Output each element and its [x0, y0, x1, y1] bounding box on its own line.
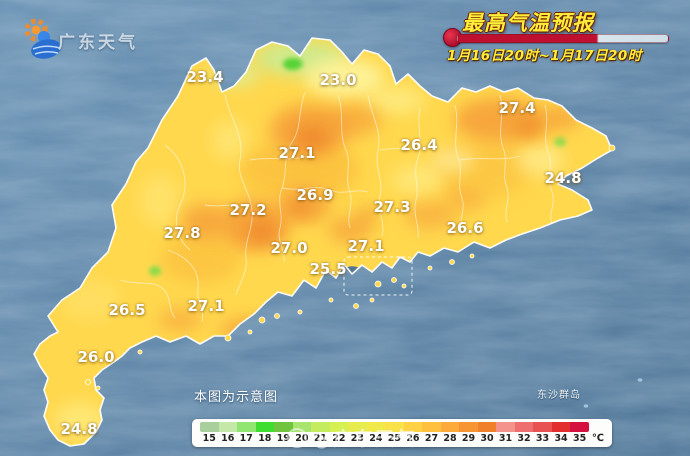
- temp-label: 27.1: [278, 144, 316, 162]
- legend-swatch: [403, 422, 423, 432]
- forecast-period: 1月16日20时~1月17日20时: [447, 48, 642, 64]
- legend-swatch: [329, 422, 349, 432]
- legend-swatch: [348, 422, 367, 432]
- app-logo-label: 广东天气: [58, 33, 138, 53]
- legend-tick-label: 25: [387, 433, 402, 444]
- schematic-note: 本图为示意图: [194, 390, 279, 405]
- legend-swatch: [274, 422, 293, 432]
- legend-swatch: [237, 422, 256, 432]
- legend-tick-label: 33: [535, 433, 550, 444]
- legend-tick-label: 29: [461, 433, 476, 444]
- temp-label: 27.8: [163, 224, 201, 242]
- legend-tick-label: 20: [295, 433, 309, 444]
- legend-swatch: [218, 422, 238, 432]
- map-title: 最高气温预报: [462, 11, 594, 35]
- temp-label: 27.0: [270, 239, 308, 257]
- legend-tick-row: 15 16 17 18 19 20 21 22 23 24 25 26 27 28 29 30 31 32 33 34…: [200, 433, 589, 444]
- legend-swatch: [422, 422, 441, 432]
- dongsha-islands-dots: [583, 378, 643, 408]
- temp-label: 26.5: [108, 301, 146, 319]
- temp-label: 26.6: [446, 219, 484, 237]
- weather-logo-icon: [24, 18, 61, 59]
- legend-tick-label: 26: [406, 433, 420, 444]
- legend-tick-label: 16: [221, 433, 235, 444]
- temp-label: 25.5: [309, 260, 347, 278]
- legend-swatch: [533, 422, 552, 432]
- legend-tick-label: 22: [332, 433, 346, 444]
- legend-swatch: [255, 422, 275, 432]
- legend-swatch: [200, 422, 219, 432]
- legend-tick-label: 35: [572, 433, 587, 444]
- temp-label: 23.0: [319, 71, 357, 89]
- province-outline: [33, 37, 613, 447]
- legend-tick-label: 17: [239, 433, 253, 444]
- legend-tick-label: 23: [350, 433, 364, 444]
- legend-tick-label: 28: [443, 433, 457, 444]
- temp-label: 27.2: [229, 201, 267, 219]
- legend-tick-label: 18: [258, 433, 272, 444]
- legend-tick-label: 21: [313, 433, 327, 444]
- legend-swatch: [459, 422, 478, 432]
- temp-label: 24.8: [60, 420, 98, 438]
- legend-swatch-row: [200, 422, 589, 432]
- temp-label: 26.0: [77, 348, 115, 366]
- legend-tick-label: 32: [517, 433, 531, 444]
- thermometer-graphic: [443, 28, 671, 47]
- legend-swatch: [496, 422, 515, 432]
- legend-swatch: [292, 422, 312, 432]
- legend-tick-label: 15: [202, 433, 216, 444]
- dongsha-islands-label: 东沙群岛: [537, 390, 581, 401]
- legend-swatch: [551, 422, 571, 432]
- legend-swatch: [385, 422, 404, 432]
- temp-label: 26.9: [296, 186, 334, 204]
- legend-tick-label: 34: [554, 433, 568, 444]
- temp-label: 23.4: [186, 68, 224, 86]
- legend-swatch: [514, 422, 534, 432]
- temp-label: 27.4: [498, 99, 536, 117]
- prefecture-boundaries: [119, 91, 554, 323]
- legend-swatch: [570, 422, 589, 432]
- temp-label: 26.4: [400, 136, 438, 154]
- coastal-islands: [85, 144, 616, 391]
- legend-unit-label: ℃: [591, 433, 604, 444]
- temp-label: 27.1: [347, 237, 385, 255]
- legend-tick-label: 19: [276, 433, 290, 444]
- legend-swatch: [366, 422, 386, 432]
- temp-label: 27.3: [373, 198, 411, 216]
- legend-swatch: [477, 422, 497, 432]
- legend-tick-label: 27: [424, 433, 439, 444]
- legend-scale: 15 16 17 18 19 20 21 22 23 24 25 26 27 28 29 30 31 32 33 34…: [200, 422, 589, 445]
- thermometer-stem: [457, 33, 669, 43]
- legend-swatch: [311, 422, 330, 432]
- temp-label: 24.8: [544, 169, 582, 187]
- temperature-legend: 15 16 17 18 19 20 21 22 23 24 25 26 27 28 29 30 31 32 33 34…: [192, 419, 612, 447]
- legend-tick-label: 24: [369, 433, 383, 444]
- legend-tick-label: 31: [498, 433, 513, 444]
- temp-label: 27.1: [187, 297, 225, 315]
- legend-tick-label: 30: [480, 433, 494, 444]
- estuary-dashed-box: [343, 256, 413, 296]
- legend-swatch: [440, 422, 460, 432]
